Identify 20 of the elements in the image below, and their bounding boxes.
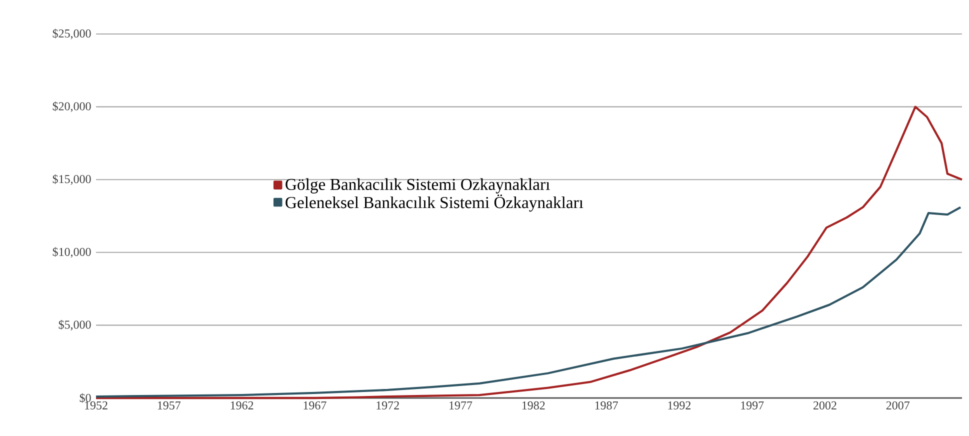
x-tick-label: 1992 <box>668 401 691 410</box>
x-tick-label: 1982 <box>522 401 545 410</box>
x-tick-label: 2002 <box>813 401 836 410</box>
x-tick-label: 1997 <box>741 401 764 410</box>
x-tick-label: 1957 <box>158 401 181 410</box>
y-tick-label: $15,000 <box>52 174 91 185</box>
legend-label: Gölge Bankacılık Sistemi Ozkaynakları <box>286 178 550 194</box>
legend-label: Geleneksel Bankacılık Sistemi Özkaynakları <box>286 194 584 212</box>
y-tick-label: $25,000 <box>52 28 91 40</box>
x-tick-label: 2007 <box>886 401 910 410</box>
x-tick-label: 1972 <box>376 401 399 410</box>
x-tick-label: 1967 <box>304 401 326 410</box>
x-tick-label: 1962 <box>230 401 254 410</box>
y-tick-label: $10,000 <box>52 247 91 258</box>
x-tick-label: 1987 <box>595 401 618 410</box>
y-tick-label: $20,000 <box>52 102 91 112</box>
y-tick-label: $5,000 <box>58 320 91 330</box>
x-tick-label: 1977 <box>450 401 472 410</box>
x-tick-label: 1952 <box>85 401 108 410</box>
y-tick-label: $0 <box>80 393 91 403</box>
